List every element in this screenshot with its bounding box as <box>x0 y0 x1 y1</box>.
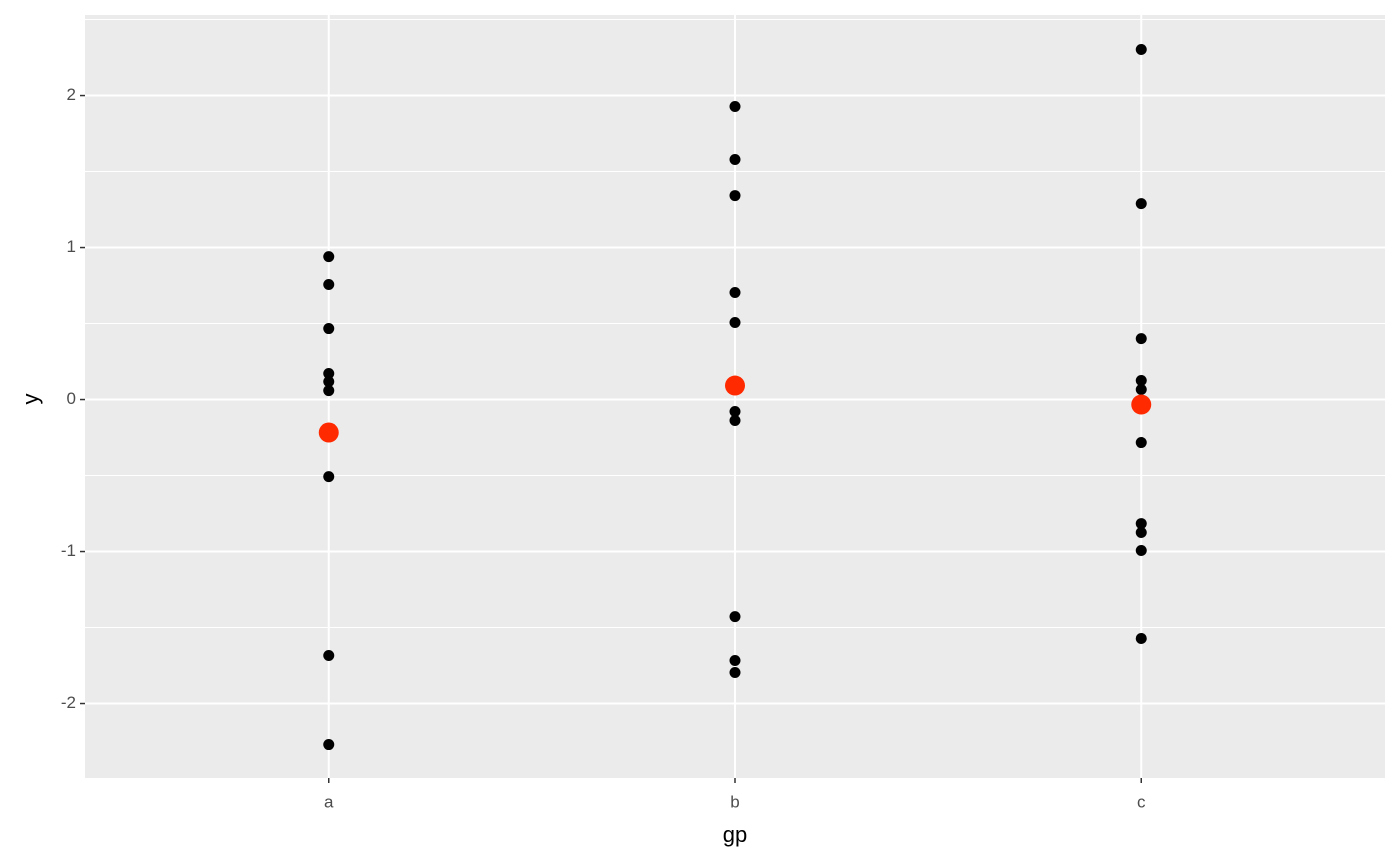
point <box>729 287 741 299</box>
point <box>1135 527 1147 539</box>
point <box>729 100 741 112</box>
point <box>1135 375 1147 387</box>
point <box>323 323 335 335</box>
x-tick-label: b <box>730 792 739 811</box>
point <box>323 739 335 751</box>
y-tick-label: 1 <box>67 237 76 256</box>
point <box>1135 333 1147 345</box>
y-tick-label: -2 <box>61 693 76 712</box>
point <box>1135 198 1147 210</box>
point <box>323 251 335 263</box>
point <box>729 316 741 328</box>
y-tick-label: 2 <box>67 85 76 104</box>
point <box>323 278 335 290</box>
point <box>729 154 741 166</box>
point <box>729 611 741 623</box>
point <box>729 406 741 418</box>
point <box>729 415 741 427</box>
x-tick-label: c <box>1137 792 1146 811</box>
point <box>323 376 335 388</box>
y-tick-label: -1 <box>61 541 76 560</box>
mean-point <box>1131 394 1152 415</box>
y-axis-title: y <box>18 394 43 405</box>
point <box>1135 44 1147 56</box>
point <box>729 667 741 679</box>
point <box>1135 544 1147 556</box>
x-axis-title: gp <box>723 822 747 847</box>
point <box>323 368 335 380</box>
point <box>1135 632 1147 644</box>
mean-point <box>318 422 339 443</box>
point <box>1135 518 1147 530</box>
point <box>323 471 335 483</box>
point <box>729 655 741 667</box>
x-tick-label: a <box>324 792 334 811</box>
mean-point <box>725 375 745 396</box>
y-tick-label: 0 <box>67 389 76 408</box>
point <box>1135 384 1147 396</box>
point <box>323 385 335 397</box>
point <box>729 190 741 202</box>
point <box>323 649 335 661</box>
point <box>1135 437 1147 449</box>
